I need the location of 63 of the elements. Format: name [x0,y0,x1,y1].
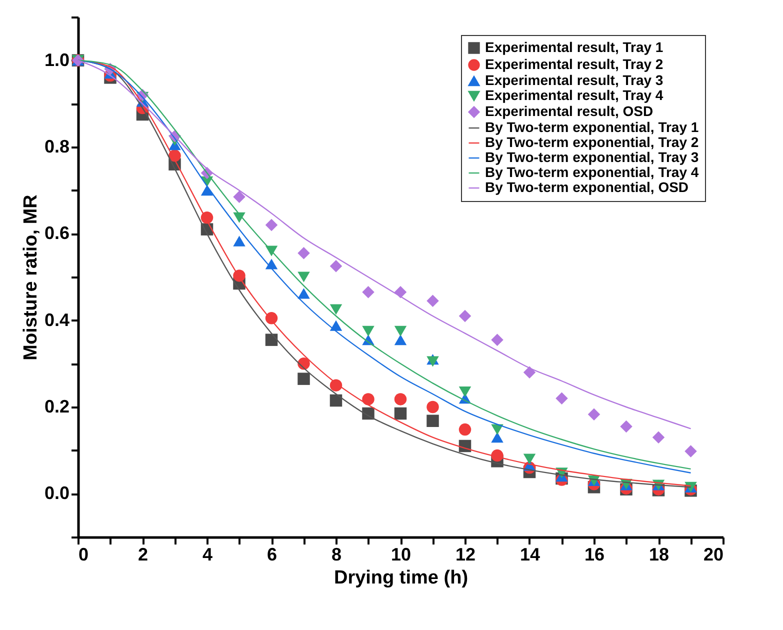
x-tick-label: 18 [648,544,670,564]
point [298,272,310,282]
legend-label: Experimental result, Tray 1 [485,39,664,55]
point [458,423,472,436]
point [491,334,504,346]
y-tick-label: 0.4 [44,310,70,330]
legend-label: Experimental result, Tray 2 [485,56,664,72]
point [233,190,246,203]
point [556,392,568,404]
x-tick-label: 12 [455,544,476,564]
x-tick-label: 6 [266,544,278,564]
point [394,407,407,420]
point [491,432,504,443]
legend-label: By Two-term exponential, Tray 1 [485,119,699,135]
legend-label: Experimental result, OSD [485,103,654,119]
point [330,320,342,331]
point [523,454,536,464]
point [362,326,374,336]
x-axis-title: Drying time (h) [334,568,468,588]
point [362,393,374,406]
point [620,420,632,433]
point [265,334,278,346]
legend-label: By Two-term exponential, OSD [485,179,689,195]
x-tick-label: 10 [390,544,412,564]
point [426,400,439,414]
legend-label: By Two-term exponential, Tray 3 [485,149,699,165]
legend-label: By Two-term exponential, Tray 2 [485,134,699,150]
point [652,431,665,444]
legend-label: By Two-term exponential, Tray 4 [485,164,699,180]
y-tick-label: 0.0 [44,483,70,504]
point [426,414,439,427]
legend-label: Experimental result, Tray 3 [485,72,664,88]
point [330,304,342,315]
y-tick-label: 1.0 [44,50,70,70]
point [394,393,407,406]
y-tick-label: 0.6 [44,223,70,244]
x-tick-label: 4 [202,544,213,564]
x-tick-label: 14 [520,544,540,564]
x-tick-label: 16 [584,544,605,564]
point [588,408,600,420]
point [394,334,407,346]
y-axis-title: Moisture ratio, MR [20,194,42,360]
point [265,218,278,232]
point [458,386,472,398]
point [426,294,439,307]
x-tick-label: 8 [331,544,342,564]
x-tick-label: 0 [78,544,89,564]
y-tick-label: 0.8 [44,136,70,156]
point [684,445,697,458]
legend-label: Experimental result, Tray 4 [485,87,664,103]
point [330,394,342,407]
point [394,326,407,336]
point [298,247,310,260]
x-tick-label: 20 [703,544,724,564]
point [362,286,374,298]
point [330,260,342,272]
point [233,236,246,246]
point [298,288,310,299]
point [458,310,472,322]
x-tick-label: 2 [138,544,148,564]
point [298,372,310,385]
y-tick-label: 0.2 [44,396,70,416]
point [265,258,278,270]
